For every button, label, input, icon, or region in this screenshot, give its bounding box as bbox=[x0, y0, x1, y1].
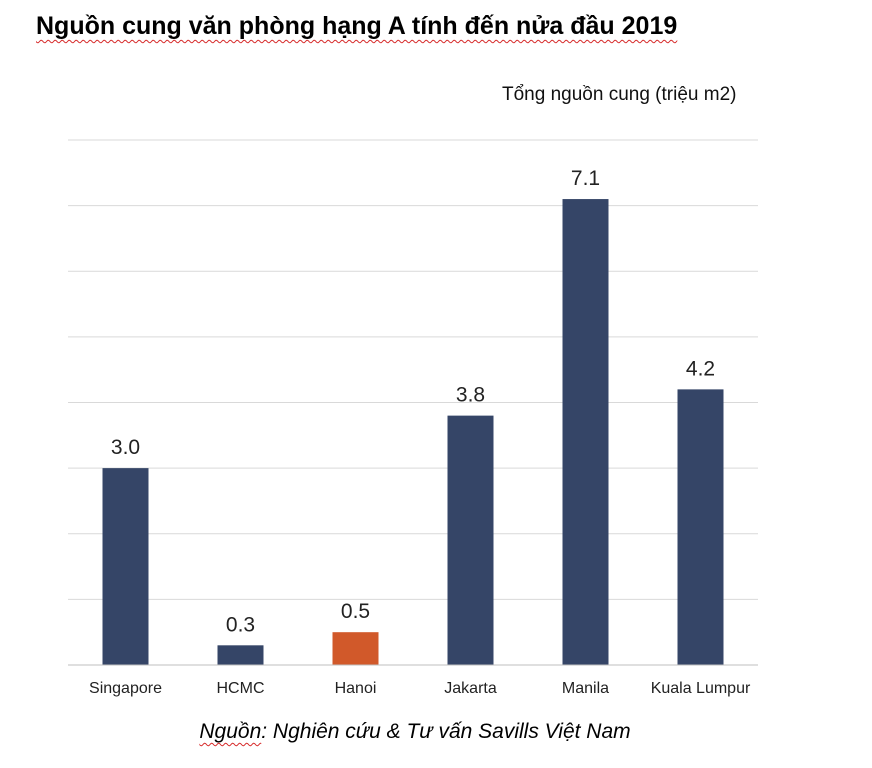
value-labels: 3.0 0.3 0.5 3.8 7.1 4.2 bbox=[111, 167, 715, 636]
bars bbox=[102, 199, 724, 665]
value-label: 7.1 bbox=[571, 167, 600, 190]
chart-title: Nguồn cung văn phòng hạng A tính đến nửa… bbox=[36, 12, 678, 40]
bar-jakarta bbox=[447, 415, 494, 665]
value-label: 3.8 bbox=[456, 384, 485, 407]
category-label: Jakarta bbox=[444, 680, 497, 697]
category-label: Singapore bbox=[89, 680, 162, 697]
bar-hanoi bbox=[332, 632, 379, 665]
value-label: 3.0 bbox=[111, 436, 140, 459]
bar-hcmc bbox=[217, 645, 264, 665]
category-label: Hanoi bbox=[335, 680, 377, 697]
unit-label: Tổng nguồn cung (triệu m2) bbox=[502, 84, 737, 105]
category-label: Manila bbox=[562, 680, 609, 697]
bar-manila bbox=[562, 199, 609, 665]
bar-kuala-lumpur bbox=[677, 389, 724, 665]
source-prefix: Nguồn bbox=[199, 720, 262, 743]
gridlines bbox=[68, 139, 758, 600]
category-label: HCMC bbox=[217, 680, 265, 697]
value-label: 0.3 bbox=[226, 613, 255, 636]
bar-singapore bbox=[102, 468, 149, 665]
category-label: Kuala Lumpur bbox=[651, 680, 751, 697]
category-tick-labels: Singapore HCMC Hanoi Jakarta Manila Kuala Lum… bbox=[89, 680, 751, 697]
value-label: 0.5 bbox=[341, 600, 370, 623]
source-text: : Nghiên cứu & Tư vấn Savills Việt Nam bbox=[261, 720, 631, 743]
value-label: 4.2 bbox=[686, 357, 715, 380]
source-note: Nguồn: Nghiên cứu & Tư vấn Savills Việt … bbox=[0, 720, 830, 744]
